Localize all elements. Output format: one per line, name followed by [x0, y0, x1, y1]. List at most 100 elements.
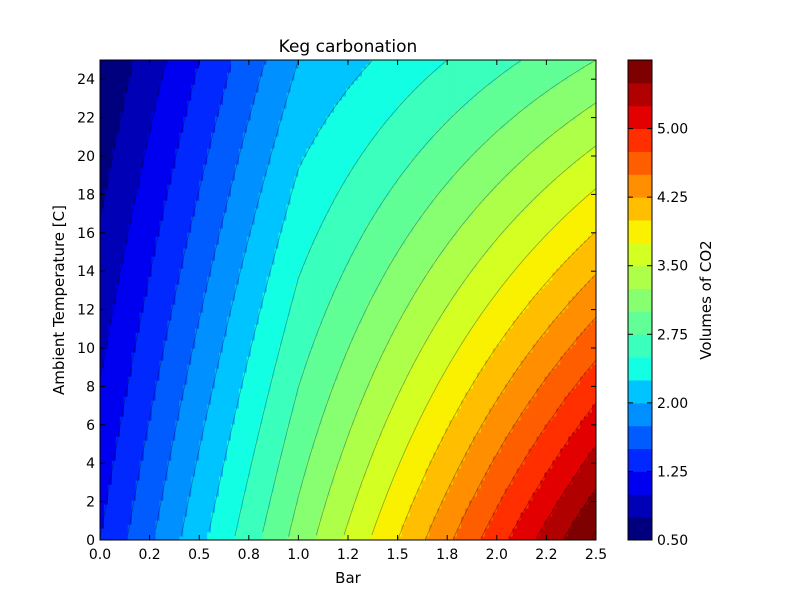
contour-cell	[183, 228, 188, 233]
contour-cell	[223, 156, 228, 161]
contour-cell	[127, 408, 133, 413]
contour-cell	[167, 404, 173, 409]
contour-cell	[187, 256, 192, 261]
contour-cell	[242, 436, 248, 441]
contour-cell	[250, 484, 256, 489]
contour-cell	[230, 368, 236, 373]
contour-cell	[163, 244, 169, 249]
contour-cell	[119, 492, 125, 497]
contour-cell	[258, 444, 264, 449]
contour-cell	[207, 432, 212, 437]
contour-cell	[183, 220, 188, 225]
contour-cell	[163, 368, 169, 373]
contour-cell	[246, 84, 252, 89]
contour-cell	[103, 144, 109, 149]
contour-cell	[254, 280, 260, 285]
contour-cell	[143, 84, 149, 89]
contour-cell	[123, 400, 129, 405]
contour-cell	[143, 220, 149, 225]
contour-cell	[179, 492, 184, 497]
contour-cell	[199, 232, 204, 237]
contour-cell	[179, 68, 184, 73]
contour-cell	[219, 516, 224, 521]
contour-cell	[103, 292, 109, 297]
contour-cell	[183, 108, 188, 113]
contour-cell	[195, 396, 200, 401]
contour-cell	[203, 352, 208, 357]
contour-cell	[187, 520, 192, 525]
contour-cell	[107, 444, 113, 449]
contour-cell	[191, 448, 196, 453]
contour-cell	[127, 372, 133, 377]
contour-cell	[258, 448, 264, 453]
contour-cell	[123, 288, 129, 293]
contour-cell	[234, 100, 240, 105]
contour-cell	[131, 180, 137, 185]
contour-cell	[226, 488, 232, 493]
contour-cell	[143, 524, 149, 529]
contour-cell	[135, 324, 141, 329]
contour-cell	[151, 188, 157, 193]
contour-cell	[187, 528, 192, 533]
contour-cell	[115, 120, 121, 125]
contour-cell	[187, 320, 192, 325]
contour-cell	[191, 148, 196, 153]
contour-cell	[230, 144, 236, 149]
contour-cell	[111, 280, 117, 285]
contour-cell	[155, 308, 161, 313]
contour-cell	[123, 324, 129, 329]
contour-cell	[135, 80, 141, 85]
contour-cell	[107, 252, 113, 257]
contour-cell	[159, 176, 165, 181]
contour-cell	[207, 524, 212, 529]
contour-cell	[107, 128, 113, 133]
contour-cell	[139, 512, 145, 517]
contour-cell	[127, 452, 133, 457]
contour-cell	[234, 412, 240, 417]
contour-cell	[147, 452, 153, 457]
contour-cell	[151, 120, 157, 125]
contour-cell	[103, 248, 109, 253]
contour-cell	[100, 308, 105, 313]
contour-cell	[143, 264, 149, 269]
contour-cell	[230, 512, 236, 517]
contour-cell	[223, 332, 228, 337]
contour-cell	[171, 512, 176, 517]
contour-cell	[151, 404, 157, 409]
contour-cell	[119, 168, 125, 173]
contour-cell	[191, 208, 196, 213]
contour-cell	[207, 348, 212, 353]
contour-cell	[226, 500, 232, 505]
contour-cell	[258, 128, 264, 133]
contour-cell	[107, 80, 113, 85]
contour-cell	[131, 336, 137, 341]
contour-cell	[179, 104, 184, 109]
contour-cell	[131, 452, 137, 457]
contour-cell	[119, 444, 125, 449]
contour-cell	[127, 84, 133, 89]
contour-cell	[183, 312, 188, 317]
contour-cell	[175, 456, 180, 461]
contour-cell	[242, 180, 248, 185]
contour-cell	[246, 280, 252, 285]
contour-cell	[163, 436, 169, 441]
contour-cell	[155, 248, 161, 253]
contour-cell	[246, 380, 252, 385]
contour-cell	[195, 204, 200, 209]
contour-cell	[215, 192, 220, 197]
contour-cell	[171, 532, 176, 537]
contour-cell	[199, 220, 204, 225]
contour-cell	[115, 392, 121, 397]
contour-cell	[242, 156, 248, 161]
contour-cell	[151, 220, 157, 225]
contour-cell	[147, 264, 153, 269]
contour-cell	[127, 512, 133, 517]
contour-cell	[211, 512, 216, 517]
contour-cell	[179, 84, 184, 89]
contour-cell	[167, 244, 173, 249]
contour-cell	[230, 252, 236, 257]
contour-cell	[147, 512, 153, 517]
contour-cell	[155, 444, 161, 449]
contour-cell	[215, 68, 220, 73]
contour-cell	[215, 120, 220, 125]
